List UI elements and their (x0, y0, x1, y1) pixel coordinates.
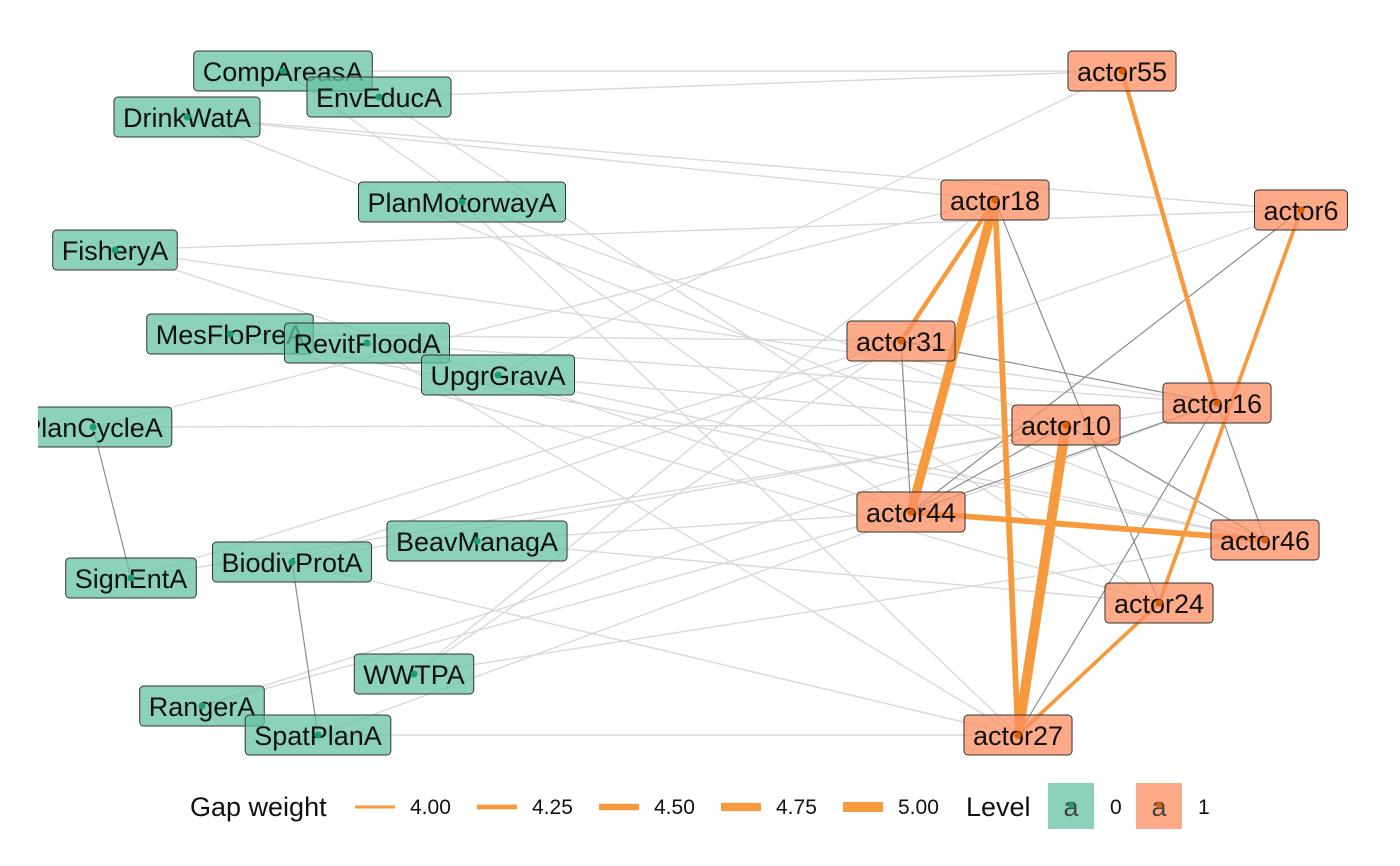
node-label-text: PlanCycleA (23, 413, 163, 443)
within-level-edge (910, 209, 1302, 513)
background-edge (229, 333, 1266, 541)
node-label-box (38, 406, 173, 448)
background-edge (201, 511, 912, 707)
node-point-FisheryA (111, 246, 119, 254)
node-point-actor10 (1062, 421, 1070, 429)
background-edge (291, 561, 1019, 736)
legend-gap-title: Gap weight (190, 792, 327, 822)
node-actor18: actor18 (940, 179, 1050, 221)
gap-edge-actor18-actor31 (898, 197, 998, 344)
node-point-SignEntA (127, 574, 135, 582)
background-edge (497, 374, 1067, 426)
legend-gap-label-4: 5.00 (898, 796, 939, 819)
within-level-edge (994, 199, 1160, 604)
background-edge (92, 199, 996, 428)
background-edge (186, 116, 1302, 211)
node-point-BeavManagA (473, 537, 481, 545)
node-point-BiodivProtA (288, 558, 296, 566)
background-edge (461, 201, 1067, 426)
node-point-SpatPlanA (314, 731, 322, 739)
node-actor16: actor16 (1162, 382, 1272, 424)
background-edge (366, 342, 1218, 404)
node-point-PlanCycleA (89, 423, 97, 431)
within-level-edge (1017, 402, 1218, 736)
legend-level-point-0 (1068, 802, 1074, 808)
legend-level-items: a0a1 (1048, 783, 1210, 829)
within-level-edge (900, 340, 912, 513)
node-point-RangerA (198, 702, 206, 710)
node-point-actor44 (907, 508, 915, 516)
node-point-RevitFloodA (363, 339, 371, 347)
node-point-actor46 (1261, 536, 1269, 544)
background-edge (92, 424, 1067, 428)
legend-level-point-1 (1156, 802, 1162, 808)
plot-panel: CompAreasAEnvEducADrinkWatAPlanMotorwayA… (23, 50, 1349, 756)
node-point-actor24 (1155, 599, 1163, 607)
node-point-actor6 (1297, 206, 1305, 214)
node-point-actor55 (1118, 67, 1126, 75)
background-edge (366, 342, 1019, 736)
legend-gap-label-3: 4.75 (776, 796, 817, 819)
node-point-actor16 (1213, 399, 1221, 407)
background-edge (413, 539, 1266, 675)
node-point-actor18 (991, 196, 999, 204)
node-PlanCycleA: PlanCycleA (23, 406, 173, 448)
background-edge (229, 333, 1160, 604)
gap-edge-actor24-actor27 (1016, 601, 1161, 737)
legend-gap-label-2: 4.50 (654, 796, 695, 819)
gap-edge-actor44-actor46 (908, 509, 1268, 543)
gap-edge-actor10-actor27 (1013, 420, 1071, 740)
background-edge (413, 340, 902, 675)
background-edge (461, 201, 1019, 736)
gap-edge-actor55-actor16 (1119, 68, 1220, 406)
node-point-DrinkWatA (183, 113, 191, 121)
legend-gap-items: 4.00 4.25 4.50 4.75 5.00 (355, 796, 939, 819)
legend-gap-label-1: 4.25 (532, 796, 573, 819)
legend-level-title: Level (966, 792, 1031, 822)
node-point-UpgrGravA (494, 371, 502, 379)
node-point-actor27 (1014, 731, 1022, 739)
node-point-MesFloPreA (226, 330, 234, 338)
node-points (89, 67, 1305, 739)
node-point-WWTPA (410, 670, 418, 678)
node-point-actor31 (897, 337, 905, 345)
legend-level-label-0: 0 (1110, 796, 1122, 819)
background-edge (186, 116, 996, 201)
within-level-edge (291, 561, 319, 736)
background-edge (291, 209, 1302, 563)
within-level-edges (92, 199, 1302, 736)
background-edges (92, 70, 1302, 736)
background-edge (282, 70, 912, 513)
legend: Gap weight 4.00 4.25 4.50 4.75 5.00 Level a0… (190, 783, 1210, 829)
node-point-EnvEducA (375, 93, 383, 101)
legend-level-label-1: 1 (1198, 796, 1210, 819)
background-edge (497, 70, 1123, 376)
within-level-edge (92, 426, 132, 579)
background-edge (413, 199, 996, 675)
gap-edge-actor18-actor27 (992, 197, 1021, 738)
background-edge (378, 70, 1123, 98)
node-point-PlanMotorwayA (458, 198, 466, 206)
within-level-edge (1216, 402, 1266, 541)
background-edge (476, 540, 1160, 604)
node-point-CompAreasA (279, 67, 287, 75)
legend-gap-label-0: 4.00 (410, 796, 451, 819)
background-edge (114, 209, 1302, 251)
background-edge (114, 249, 1218, 404)
